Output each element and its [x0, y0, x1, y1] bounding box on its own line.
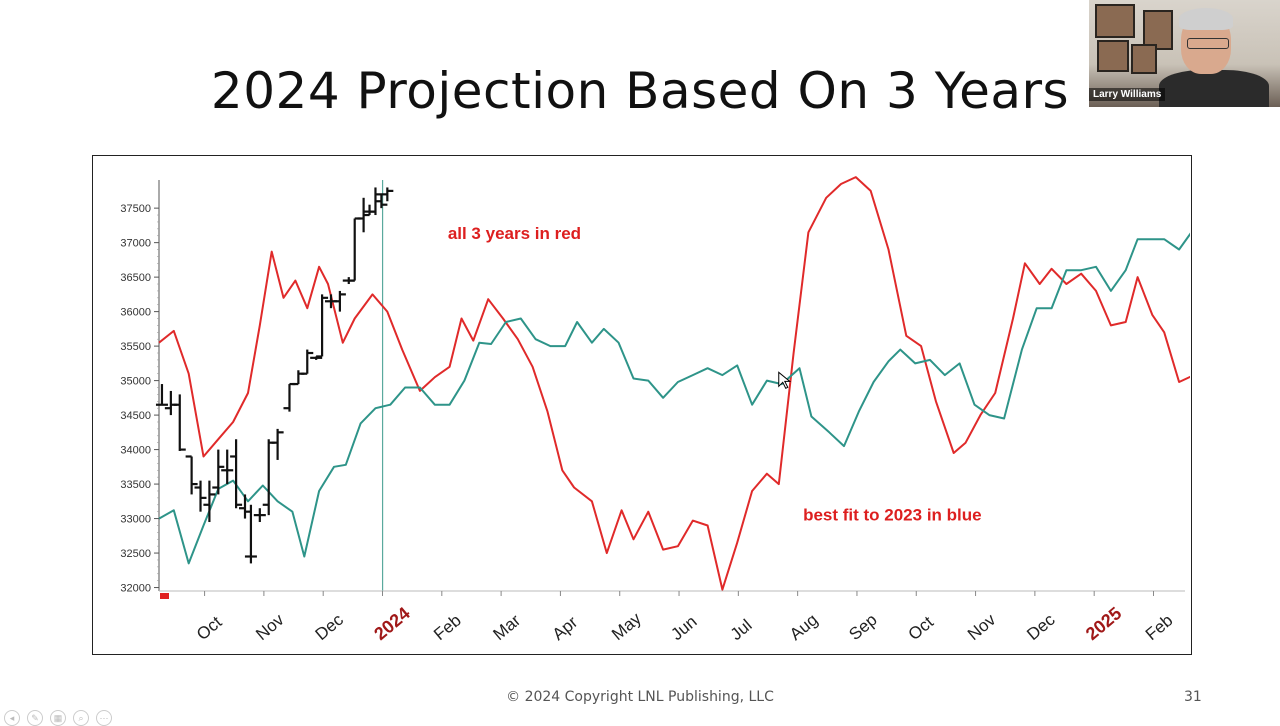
page-number: 31	[1184, 689, 1202, 705]
video-tile[interactable]: Larry Williams	[1089, 0, 1280, 107]
ohlc-bar	[301, 349, 314, 375]
wall-photo	[1143, 10, 1173, 50]
x-tick-label: Aug	[786, 610, 821, 644]
origin-marker	[160, 593, 169, 599]
y-tick-label: 36000	[120, 307, 151, 319]
ohlc-bar	[185, 455, 198, 495]
x-tick-label: Jul	[727, 616, 756, 645]
person-body	[1159, 70, 1269, 107]
ohlc-bar	[238, 494, 251, 519]
y-tick-label: 33000	[120, 514, 151, 526]
back-icon[interactable]: ◂	[4, 710, 20, 726]
ohlc-bar	[363, 204, 376, 216]
glasses	[1187, 38, 1229, 49]
ohlc-bar	[316, 294, 329, 358]
ohlc-bar	[253, 508, 266, 523]
teal-bestfit-line	[158, 232, 1190, 565]
person-hair	[1179, 8, 1233, 30]
ohlc-bar	[173, 394, 186, 451]
copyright-footer: © 2024 Copyright LNL Publishing, LLC	[506, 689, 774, 705]
ohlc-bar	[357, 197, 370, 233]
ohlc-bar	[221, 449, 234, 485]
x-tick-label: Oct	[193, 612, 226, 644]
ohlc-bar	[262, 439, 275, 516]
y-tick-label: 33500	[120, 479, 151, 491]
x-tick-label: Mar	[489, 610, 524, 644]
red-projection-line	[158, 176, 1190, 591]
x-tick-label: Nov	[964, 610, 1000, 644]
x-tick-label: Apr	[549, 612, 582, 644]
more-icon[interactable]: ⋯	[96, 710, 112, 726]
wall-photo	[1097, 40, 1129, 72]
x-tick-label: Feb	[1142, 611, 1177, 644]
y-tick-label: 34000	[120, 445, 151, 457]
edit-icon[interactable]: ✎	[27, 710, 43, 726]
wall-photo	[1131, 44, 1157, 74]
y-tick-label: 37000	[120, 238, 151, 250]
participant-name: Larry Williams	[1089, 88, 1166, 101]
ohlc-bar	[230, 439, 243, 509]
slide-title: 2024 Projection Based On 3 Years	[210, 62, 1070, 120]
ohlc-bar	[333, 290, 346, 312]
ohlc-bar	[155, 384, 168, 406]
ohlc-bar	[283, 382, 296, 412]
x-tick-label: Jun	[667, 612, 700, 644]
mouse-cursor	[778, 371, 792, 389]
x-tick-label: May	[608, 609, 645, 645]
grid-icon[interactable]: ▦	[50, 710, 66, 726]
ohlc-bar	[292, 370, 305, 386]
annotation-blue-label: best fit to 2023 in blue	[803, 506, 982, 525]
x-tick-label: Oct	[905, 612, 938, 644]
ohlc-bar	[348, 217, 361, 282]
y-tick-label: 36500	[120, 272, 151, 284]
y-tick-label: 35500	[120, 341, 151, 353]
ohlc-bar	[244, 504, 257, 564]
ohlc-bar	[375, 194, 388, 209]
annotation-red-label: all 3 years in red	[448, 224, 581, 243]
ohlc-bar	[381, 187, 394, 202]
y-tick-label: 37500	[120, 203, 151, 215]
y-tick-label: 32000	[120, 583, 151, 595]
x-tick-label: Feb	[430, 611, 465, 644]
ohlc-bar	[271, 428, 284, 460]
y-tick-label: 32500	[120, 548, 151, 560]
chart-frame: 32000 32500 33000 33500 34000 34500 35000 35500…	[92, 155, 1192, 655]
ohlc-bar	[164, 390, 177, 416]
x-tick-label: Dec	[1023, 610, 1059, 644]
x-tick-label: Dec	[312, 610, 348, 644]
y-tick-label: 35000	[120, 376, 151, 388]
slide-toolbar: ◂ ✎ ▦ ⌕ ⋯	[4, 710, 112, 726]
ohlc-bar	[194, 480, 207, 512]
ohlc-bar	[212, 449, 225, 495]
zoom-icon[interactable]: ⌕	[73, 710, 89, 726]
x-tick-label: 2025	[1082, 603, 1126, 644]
y-tick-label: 34500	[120, 410, 151, 422]
x-tick-label: Nov	[252, 610, 288, 644]
x-tick-label: 2024	[370, 603, 414, 644]
projection-chart: 32000 32500 33000 33500 34000 34500 35000 35500…	[120, 176, 1190, 645]
x-tick-label: Sep	[845, 610, 880, 644]
ohlc-bar	[203, 480, 216, 523]
wall-photo	[1095, 4, 1135, 38]
